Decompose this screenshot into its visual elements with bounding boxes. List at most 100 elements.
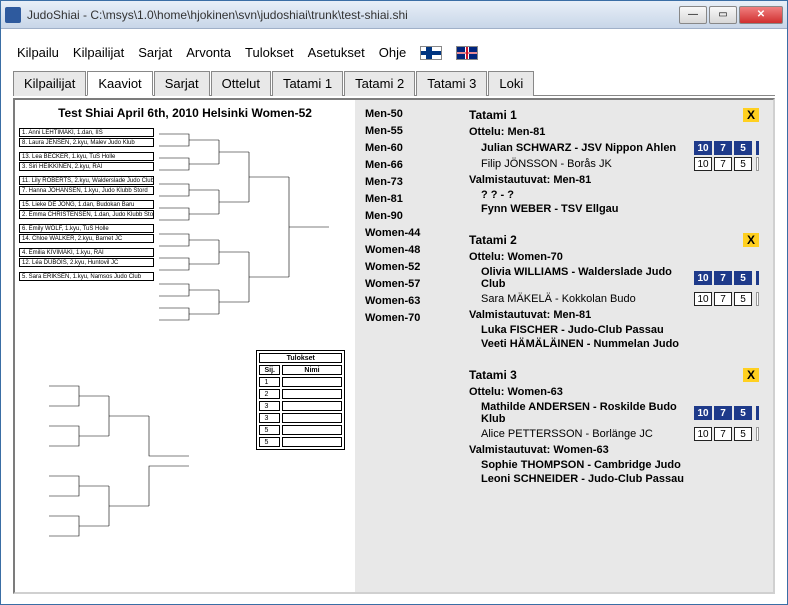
bracket-entry: 5. Sara ERIKSEN, 1.kyu, Namsos Judo Club	[19, 272, 154, 281]
score-box: 5	[734, 406, 752, 420]
bracket-entry: 11. Lily ROBERTS, 2.kyu, Walderslade Jud…	[19, 176, 154, 185]
menu-kilpailijat[interactable]: Kilpailijat	[73, 45, 124, 60]
bracket-entry: 6. Emily WOLF, 1.kyu, TuS Holle	[19, 224, 154, 233]
category-item[interactable]: Women-57	[365, 278, 445, 290]
tatami-x-badge[interactable]: X	[743, 108, 759, 122]
tatami-panel: Tatami 1XOttelu: Men-81Julian SCHWARZ - …	[455, 100, 773, 592]
results-cell: 5	[259, 425, 280, 435]
flag-uk-icon[interactable]	[456, 46, 478, 60]
score-bar	[756, 427, 759, 441]
tab-tatami-3[interactable]: Tatami 3	[416, 71, 487, 96]
tatami-x-badge[interactable]: X	[743, 233, 759, 247]
score-group: 1075	[694, 406, 759, 420]
tatami-block: Tatami 1XOttelu: Men-81Julian SCHWARZ - …	[469, 108, 759, 215]
flag-finland-icon[interactable]	[420, 46, 442, 60]
category-item[interactable]: Women-52	[365, 261, 445, 273]
category-item[interactable]: Women-44	[365, 227, 445, 239]
waiting-row: Veeti HÄMÄLÄINEN - Nummelan Judo	[481, 338, 759, 350]
maximize-button[interactable]: ▭	[709, 6, 737, 24]
score-box: 7	[714, 271, 732, 285]
waiting-name: Veeti HÄMÄLÄINEN - Nummelan Judo	[481, 338, 759, 350]
score-box: 5	[734, 141, 752, 155]
results-cell	[282, 377, 342, 387]
category-item[interactable]: Men-55	[365, 125, 445, 137]
score-bar	[756, 271, 759, 285]
menu-asetukset[interactable]: Asetukset	[308, 45, 365, 60]
competitor-name: Sara MÄKELÄ - Kokkolan Budo	[481, 293, 694, 305]
tab-loki[interactable]: Loki	[488, 71, 534, 96]
tab-kaaviot[interactable]: Kaaviot	[87, 71, 152, 96]
bracket-entry: 2. Emma CHRISTENSEN, 1.dan, Judo Klubb S…	[19, 210, 154, 219]
bracket-entry: 1. Anni LEHTIMÄKI, 1.dan, IIS	[19, 128, 154, 137]
category-item[interactable]: Men-90	[365, 210, 445, 222]
tab-tatami-1[interactable]: Tatami 1	[272, 71, 343, 96]
bracket-entry: 14. Chloe WALKER, 2.kyu, Barnet JC	[19, 234, 154, 243]
results-cell	[282, 437, 342, 447]
titlebar: JudoShiai - C:\msys\1.0\home\hjokinen\sv…	[1, 1, 787, 29]
waiting-row: Leoni SCHNEIDER - Judo-Club Passau	[481, 473, 759, 485]
menu-kilpailu[interactable]: Kilpailu	[17, 45, 59, 60]
score-bar	[756, 157, 759, 171]
content-pane: Test Shiai April 6th, 2010 Helsinki Wome…	[13, 98, 775, 594]
category-item[interactable]: Men-66	[365, 159, 445, 171]
results-table: Tulokset Sij.Nimi 123355	[256, 350, 345, 450]
category-item[interactable]: Women-63	[365, 295, 445, 307]
score-box: 5	[734, 271, 752, 285]
category-item[interactable]: Men-50	[365, 108, 445, 120]
competitor-name: Olivia WILLIAMS - Walderslade Judo Club	[481, 266, 694, 290]
results-cell	[282, 413, 342, 423]
match-row: Filip JÖNSSON - Borås JK1075	[481, 157, 759, 171]
bracket-entry: 15. Lieke DE JONG, 1.dan, Budokan Baru	[19, 200, 154, 209]
score-box: 7	[714, 406, 732, 420]
score-box: 5	[734, 427, 752, 441]
menu-ohje[interactable]: Ohje	[379, 45, 406, 60]
match-row: Sara MÄKELÄ - Kokkolan Budo1075	[481, 292, 759, 306]
menu-arvonta[interactable]: Arvonta	[186, 45, 231, 60]
categories-list: Men-50 Men-55 Men-60 Men-66 Men-73 Men-81 Men-…	[355, 100, 455, 592]
score-group: 1075	[694, 292, 759, 306]
category-item[interactable]: Women-48	[365, 244, 445, 256]
bracket-tree: 1. Anni LEHTIMÄKI, 1.dan, IIS8. Laura JE…	[19, 128, 351, 281]
menu-tulokset[interactable]: Tulokset	[245, 45, 294, 60]
score-group: 1075	[694, 271, 759, 285]
close-button[interactable]: ✕	[739, 6, 783, 24]
score-bar	[756, 406, 759, 420]
score-box: 7	[714, 427, 732, 441]
score-bar	[756, 141, 759, 155]
minimize-button[interactable]: —	[679, 6, 707, 24]
score-box: 5	[734, 292, 752, 306]
tab-ottelut[interactable]: Ottelut	[211, 71, 271, 96]
category-item[interactable]: Women-70	[365, 312, 445, 324]
tab-sarjat[interactable]: Sarjat	[154, 71, 210, 96]
match-row: Julian SCHWARZ - JSV Nippon Ahlen1075	[481, 141, 759, 155]
results-col-nimi: Nimi	[282, 365, 342, 375]
menu-sarjat[interactable]: Sarjat	[138, 45, 172, 60]
score-group: 1075	[694, 157, 759, 171]
results-cell: 1	[259, 377, 280, 387]
category-item[interactable]: Men-81	[365, 193, 445, 205]
waiting-name: Fynn WEBER - TSV Ellgau	[481, 203, 759, 215]
bracket-entry: 3. Siri HEIKKINEN, 2.kyu, RAI	[19, 162, 154, 171]
waiting-name: Leoni SCHNEIDER - Judo-Club Passau	[481, 473, 759, 485]
client-area: Kilpailu Kilpailijat Sarjat Arvonta Tulo…	[1, 29, 787, 604]
results-cell	[282, 401, 342, 411]
tatami-block: Tatami 3XOttelu: Women-63Mathilde ANDERS…	[469, 368, 759, 485]
results-col-sij: Sij.	[259, 365, 280, 375]
score-box: 10	[694, 406, 712, 420]
bracket-entry: 7. Hanna JOHANSEN, 1.kyu, Judo Klubb Sto…	[19, 186, 154, 195]
score-box: 10	[694, 157, 712, 171]
valmistautuvat-label: Valmistautuvat: Men-81	[469, 174, 759, 186]
bracket-title: Test Shiai April 6th, 2010 Helsinki Wome…	[19, 106, 351, 120]
tab-tatami-2[interactable]: Tatami 2	[344, 71, 415, 96]
score-box: 7	[714, 292, 732, 306]
category-item[interactable]: Men-60	[365, 142, 445, 154]
tatami-title: Tatami 1	[469, 108, 517, 122]
waiting-name: Luka FISCHER - Judo-Club Passau	[481, 324, 759, 336]
tab-kilpailijat[interactable]: Kilpailijat	[13, 71, 86, 96]
bracket-entry: 12. Léa DUBOIS, 2.kyu, Huntovil JC	[19, 258, 154, 267]
score-group: 1075	[694, 141, 759, 155]
tatami-x-badge[interactable]: X	[743, 368, 759, 382]
category-item[interactable]: Men-73	[365, 176, 445, 188]
tatami-block: Tatami 2XOttelu: Women-70Olivia WILLIAMS…	[469, 233, 759, 350]
score-box: 10	[694, 427, 712, 441]
